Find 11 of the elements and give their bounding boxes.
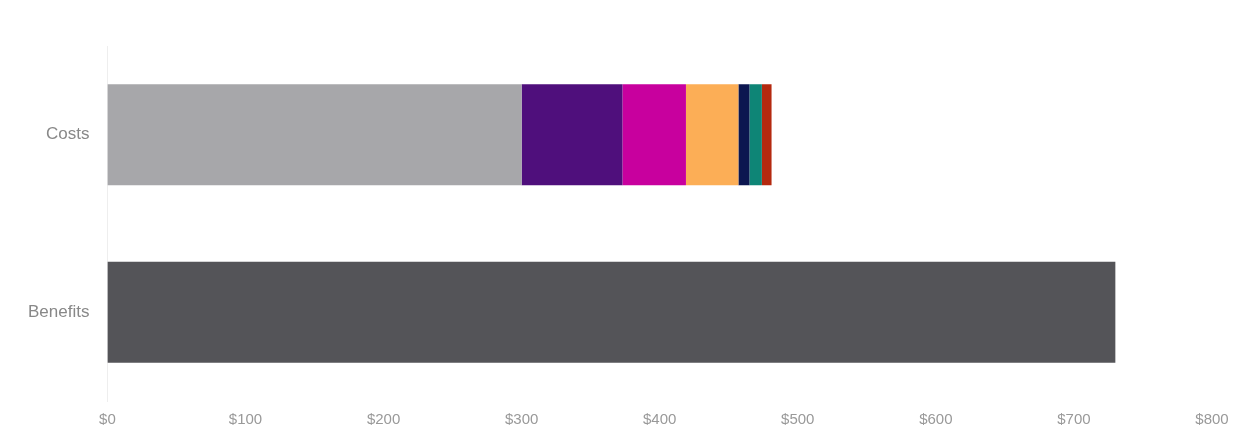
x-tick-label: $300 [504,410,539,428]
x-tick-label: $400 [643,410,677,428]
y-tick-label: Costs [45,124,90,144]
x-tick-label: $800 [1195,410,1229,428]
x-tick-label: $0 [99,410,116,428]
y-tick-label: Benefits [27,301,90,321]
x-tick-label: $200 [366,410,401,428]
x-tick-label: $700 [1057,410,1091,428]
x-tick-label: $100 [228,410,263,428]
x-tick-label: $500 [781,410,815,428]
x-tick-label: $600 [919,410,953,428]
